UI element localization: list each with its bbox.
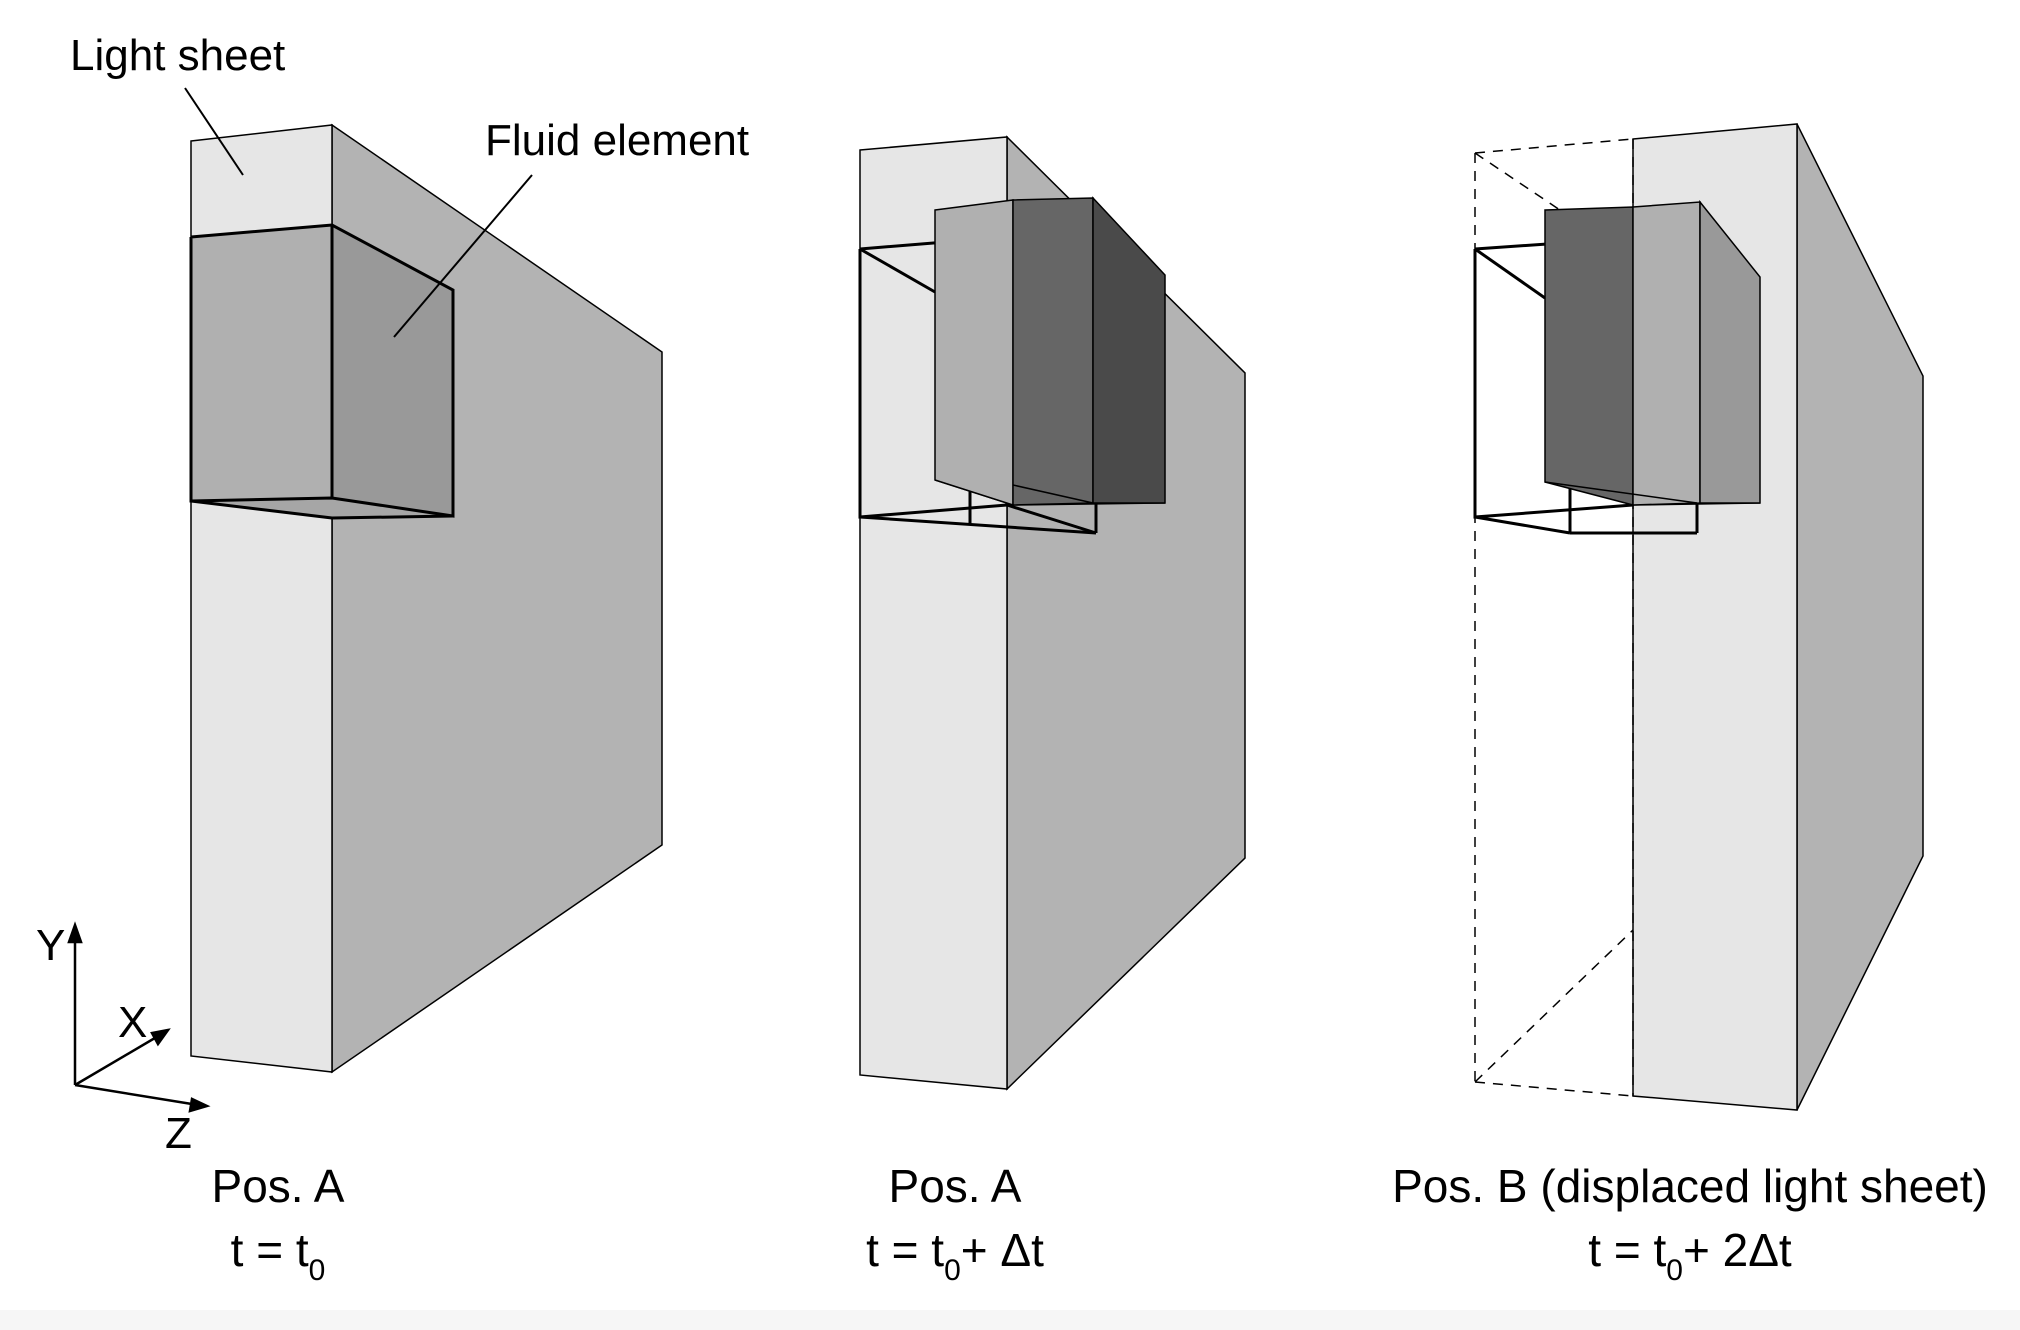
z-arrow-icon [188,1097,211,1113]
panel-1: Light sheet Fluid element Y X Z Pos. A t… [36,31,749,1287]
panel-2-fluid-front-out [934,199,1014,507]
panel-3-position: Pos. B (displaced light sheet) [1392,1160,1988,1212]
axis-y-label: Y [36,921,65,970]
panel-1-time: t = t0 [231,1224,326,1287]
panel-3: Pos. B (displaced light sheet) t = t0+ 2… [1392,123,1988,1287]
panel-1-fluid-outline [189,223,455,520]
y-arrow-icon [67,921,83,944]
panel-3-fluid-bottom-edge [1544,481,1698,504]
panel-3-ghost-sheet [1474,138,1634,1097]
panel-2-position: Pos. A [889,1160,1022,1212]
fluid-element-leader [393,174,533,338]
axes-gizmo [67,921,211,1113]
fluid-element-label: Fluid element [485,116,749,165]
panel-3-fluid-front-in [1632,201,1701,506]
axis-z-label: Z [165,1109,192,1158]
panel-2-time: t = t0+ Δt [866,1224,1044,1287]
panel-3-sheet-side [1796,123,1924,1111]
panel-1-fluid-bottom [191,498,453,518]
panel-1-position: Pos. A [212,1160,345,1212]
panel-3-time: t = t0+ 2Δt [1588,1224,1792,1287]
panel-3-fluid-side [1699,199,1761,504]
light-sheet-label: Light sheet [70,31,285,80]
panel-2-fluid-bottom-edge [1012,484,1094,504]
panel-1-fluid-side [332,225,453,516]
panel-3-fluid-front-out [1544,206,1634,506]
panel-1-fluid-front [191,225,332,501]
light-sheet-leader [184,87,244,176]
panel-2-fluid-side [1092,196,1166,504]
panel-2: Pos. A t = t0+ Δt [858,135,1246,1287]
axis-x-label: X [118,998,147,1047]
panel-2-fluid-front-in [1012,197,1094,506]
x-arrow-icon [150,1028,171,1047]
